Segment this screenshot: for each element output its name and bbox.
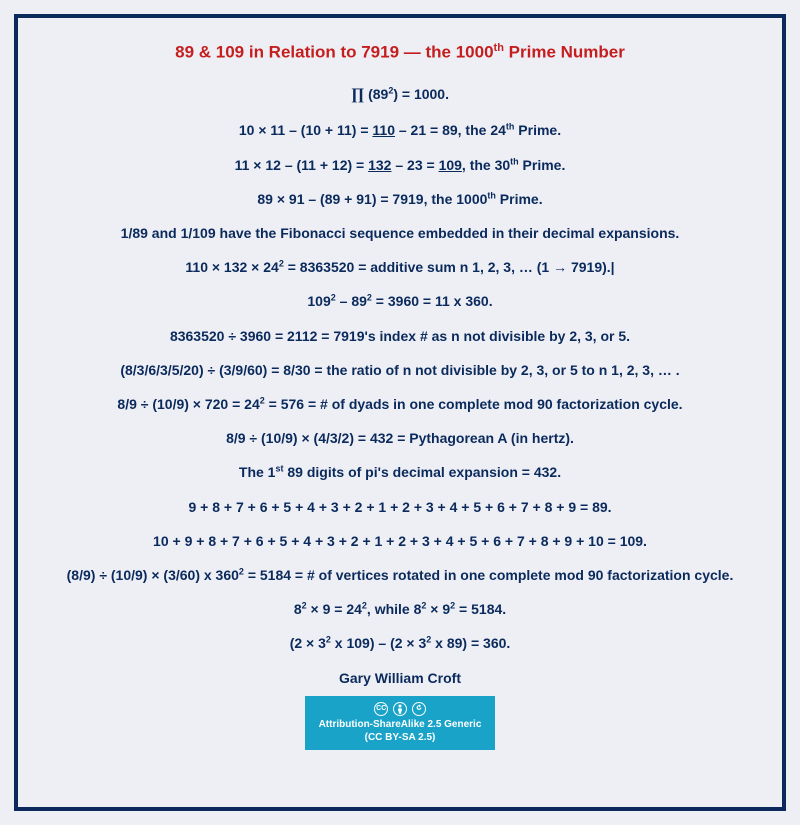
line-8: 8363520 ÷ 3960 = 2112 = 7919's index # a… xyxy=(170,327,630,345)
line-2: 10 × 11 – (10 + 11) = 110 – 21 = 89, the… xyxy=(239,121,561,139)
license-badge: CC Attribution-ShareAlike 2.5 Generic (C… xyxy=(305,696,496,750)
line-11: 8/9 ÷ (10/9) × (4/3/2) = 432 = Pythagore… xyxy=(226,429,574,447)
line-14: 10 + 9 + 8 + 7 + 6 + 5 + 4 + 3 + 2 + 1 +… xyxy=(153,532,647,550)
cc-icons-row: CC xyxy=(319,702,482,716)
title-sup: th xyxy=(494,42,504,54)
line-3: 11 × 12 – (11 + 12) = 132 – 23 = 109, th… xyxy=(235,156,566,174)
line-17: (2 × 32 x 109) – (2 × 32 x 89) = 360. xyxy=(290,634,511,652)
line-13: 9 + 8 + 7 + 6 + 5 + 4 + 3 + 2 + 1 + 2 + … xyxy=(188,498,611,516)
line-10: 8/9 ÷ (10/9) × 720 = 242 = 576 = # of dy… xyxy=(117,395,682,413)
line-15: (8/9) ÷ (10/9) × (3/60) x 3602 = 5184 = … xyxy=(67,566,734,584)
line-5: 1/89 and 1/109 have the Fibonacci sequen… xyxy=(121,224,680,242)
document-frame: 89 & 109 in Relation to 7919 — the 1000t… xyxy=(14,14,786,811)
line-9: (8/3/6/3/5/20) ÷ (3/9/60) = 8/30 = the r… xyxy=(120,361,679,379)
line-12: The 1st 89 digits of pi's decimal expans… xyxy=(239,463,561,481)
author-name: Gary William Croft xyxy=(339,670,461,686)
cc-sa-icon xyxy=(412,702,426,716)
line-6: 110 × 132 × 242 = 8363520 = additive sum… xyxy=(185,258,614,276)
line-1: ∏ (892) = 1000. xyxy=(351,85,449,106)
page-title: 89 & 109 in Relation to 7919 — the 1000t… xyxy=(175,42,625,63)
title-text-post: Prime Number xyxy=(504,43,625,62)
line-16: 82 × 9 = 242, while 82 × 92 = 5184. xyxy=(294,600,506,618)
line-7: 1092 – 892 = 3960 = 11 x 360. xyxy=(307,292,492,310)
cc-by-icon xyxy=(393,702,407,716)
license-text-1: Attribution-ShareAlike 2.5 Generic xyxy=(319,718,482,731)
cc-logo-icon: CC xyxy=(374,702,388,716)
pi-symbol: ∏ xyxy=(351,86,364,103)
title-text-pre: 89 & 109 in Relation to 7919 — the 1000 xyxy=(175,43,493,62)
line-4: 89 × 91 – (89 + 91) = 7919, the 1000th P… xyxy=(257,190,542,208)
license-text-2: (CC BY-SA 2.5) xyxy=(319,731,482,744)
